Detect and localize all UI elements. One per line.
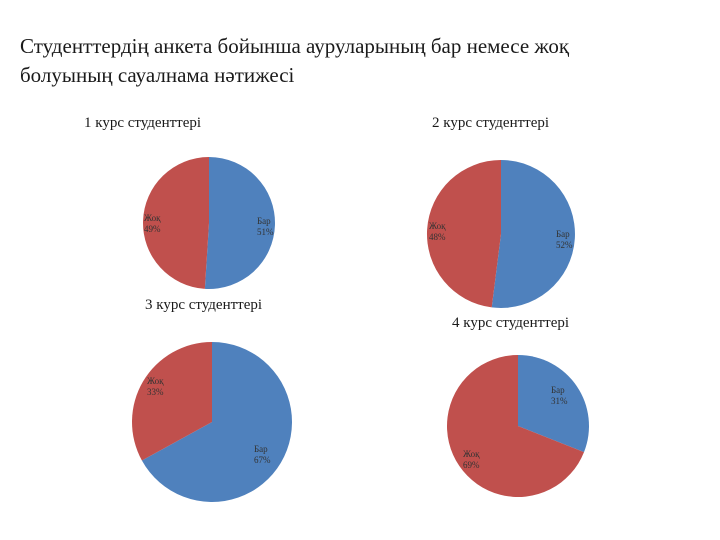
chart-3-slice-bar: [141, 341, 293, 502]
chart-1-data-label-bar: Бар 51%: [257, 216, 274, 237]
chart-4-data-label-bar: Бар 31%: [551, 385, 568, 406]
chart-4-title: 4 курс студенттері: [452, 315, 570, 331]
chart-1-title: 1 курс студенттері: [84, 115, 202, 131]
chart-1-data-label-jok: Жоқ 49%: [144, 213, 161, 234]
title-line-1: Студенттердің анкета бойынша ауруларының…: [20, 34, 570, 58]
chart-2-title: 2 курс студенттері: [432, 115, 550, 131]
chart-3-data-label-jok: Жоқ 33%: [147, 376, 164, 397]
chart-2-slice-jok: [426, 160, 501, 308]
chart-4-slice-bar: [518, 355, 589, 453]
page-title: Студенттердің анкета бойынша ауруларының…: [20, 32, 710, 90]
chart-2-data-label-bar: Бар 52%: [556, 229, 573, 250]
chart-2-slice-bar: [491, 160, 575, 308]
chart-3-data-label-bar: Бар 67%: [254, 444, 271, 465]
chart-2-data-label-jok: Жоқ 48%: [429, 221, 446, 242]
chart-3-title: 3 курс студенттері: [145, 297, 263, 313]
title-line-2: болуының сауалнама нәтижесі: [20, 63, 295, 87]
chart-1-slice-jok: [143, 157, 209, 289]
chart-1-slice-bar: [204, 157, 276, 290]
chart-3-slice-jok: [132, 342, 212, 461]
chart-4-data-label-jok: Жоқ 69%: [463, 449, 480, 470]
chart-4-slice-jok: [446, 355, 585, 497]
